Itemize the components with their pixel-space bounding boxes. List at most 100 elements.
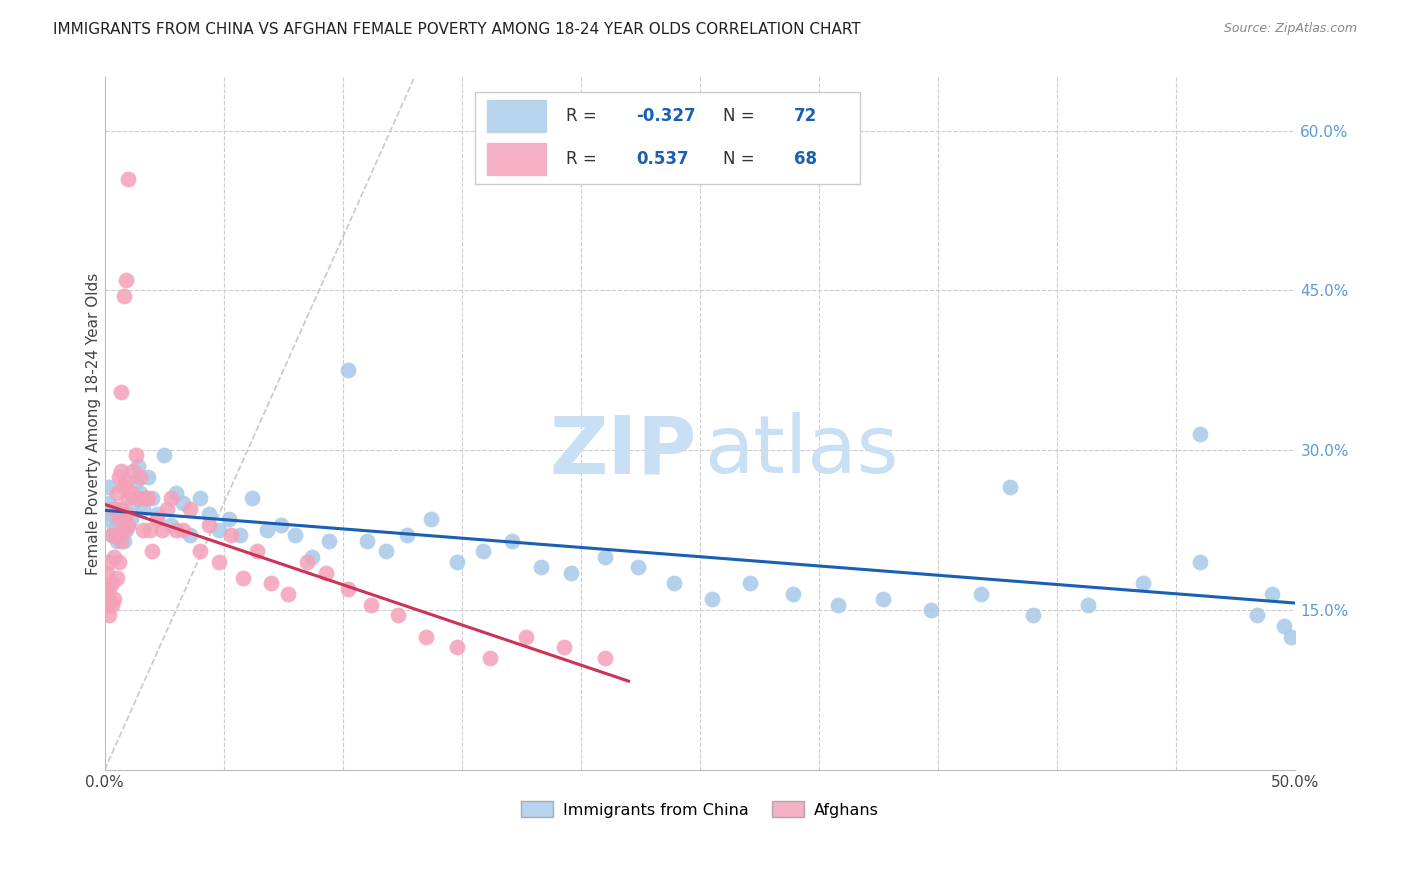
Point bbox=[593, 549, 616, 564]
Point bbox=[108, 523, 131, 537]
Point bbox=[553, 640, 575, 655]
Point bbox=[110, 533, 132, 548]
Point bbox=[127, 491, 149, 505]
Point bbox=[1189, 555, 1212, 569]
Point bbox=[108, 512, 131, 526]
Point bbox=[179, 528, 201, 542]
Point bbox=[96, 598, 118, 612]
Point bbox=[1272, 619, 1295, 633]
Point bbox=[318, 533, 340, 548]
Point bbox=[110, 501, 132, 516]
Point bbox=[129, 485, 152, 500]
Point bbox=[270, 517, 292, 532]
Point bbox=[160, 517, 183, 532]
Point bbox=[1246, 608, 1268, 623]
Point bbox=[827, 598, 849, 612]
Point bbox=[94, 582, 117, 596]
Point bbox=[108, 501, 131, 516]
Legend: Immigrants from China, Afghans: Immigrants from China, Afghans bbox=[515, 795, 886, 824]
Point bbox=[110, 384, 132, 399]
Point bbox=[108, 555, 131, 569]
Point bbox=[501, 533, 523, 548]
Point bbox=[112, 523, 135, 537]
Point bbox=[146, 512, 169, 526]
Point bbox=[141, 544, 163, 558]
Point bbox=[260, 576, 283, 591]
Point bbox=[139, 523, 162, 537]
Point bbox=[301, 549, 323, 564]
Point bbox=[146, 507, 169, 521]
Point bbox=[101, 576, 124, 591]
Point bbox=[103, 523, 125, 537]
Point bbox=[115, 523, 138, 537]
Point bbox=[387, 608, 409, 623]
Point bbox=[98, 582, 121, 596]
Point bbox=[1189, 427, 1212, 442]
Point bbox=[356, 533, 378, 548]
Point bbox=[284, 528, 307, 542]
Point bbox=[97, 592, 120, 607]
Point bbox=[172, 496, 194, 510]
Point bbox=[277, 587, 299, 601]
Point bbox=[117, 517, 139, 532]
Point bbox=[150, 523, 173, 537]
Point bbox=[117, 517, 139, 532]
Point bbox=[315, 566, 337, 580]
Point bbox=[1279, 630, 1302, 644]
Point bbox=[112, 533, 135, 548]
Point bbox=[103, 549, 125, 564]
Point bbox=[479, 650, 502, 665]
Point bbox=[110, 528, 132, 542]
Point bbox=[112, 512, 135, 526]
Point bbox=[198, 507, 221, 521]
Point bbox=[1077, 598, 1099, 612]
Point bbox=[446, 555, 468, 569]
Point bbox=[420, 512, 443, 526]
Point bbox=[101, 507, 124, 521]
Point bbox=[165, 485, 187, 500]
Point bbox=[998, 480, 1021, 494]
Point bbox=[446, 640, 468, 655]
Point bbox=[101, 528, 124, 542]
Point bbox=[738, 576, 761, 591]
Text: ZIP: ZIP bbox=[550, 412, 696, 491]
Point bbox=[179, 501, 201, 516]
Y-axis label: Female Poverty Among 18-24 Year Olds: Female Poverty Among 18-24 Year Olds bbox=[86, 272, 101, 574]
Point bbox=[98, 480, 121, 494]
Point bbox=[134, 491, 156, 505]
Point bbox=[229, 528, 252, 542]
Point bbox=[112, 289, 135, 303]
Point bbox=[101, 598, 124, 612]
Point bbox=[782, 587, 804, 601]
Point bbox=[336, 582, 359, 596]
Point bbox=[1260, 587, 1282, 601]
Point bbox=[115, 475, 138, 489]
Text: IMMIGRANTS FROM CHINA VS AFGHAN FEMALE POVERTY AMONG 18-24 YEAR OLDS CORRELATION: IMMIGRANTS FROM CHINA VS AFGHAN FEMALE P… bbox=[53, 22, 862, 37]
Point bbox=[529, 560, 551, 574]
Point bbox=[360, 598, 382, 612]
Point bbox=[246, 544, 269, 558]
Point bbox=[560, 566, 582, 580]
Point bbox=[136, 491, 159, 505]
Point bbox=[208, 523, 231, 537]
Point bbox=[115, 273, 138, 287]
Point bbox=[96, 512, 118, 526]
Point bbox=[115, 507, 138, 521]
Point bbox=[970, 587, 993, 601]
Point bbox=[112, 480, 135, 494]
Point bbox=[232, 571, 254, 585]
Point bbox=[295, 555, 318, 569]
Point bbox=[218, 512, 240, 526]
Point bbox=[132, 501, 155, 516]
Point bbox=[103, 592, 125, 607]
Point bbox=[132, 523, 155, 537]
Point bbox=[105, 485, 128, 500]
Point bbox=[240, 491, 263, 505]
Point bbox=[117, 171, 139, 186]
Text: atlas: atlas bbox=[703, 412, 898, 491]
Point bbox=[101, 528, 124, 542]
Point bbox=[120, 485, 142, 500]
Point bbox=[165, 523, 187, 537]
Point bbox=[700, 592, 723, 607]
Point bbox=[627, 560, 650, 574]
